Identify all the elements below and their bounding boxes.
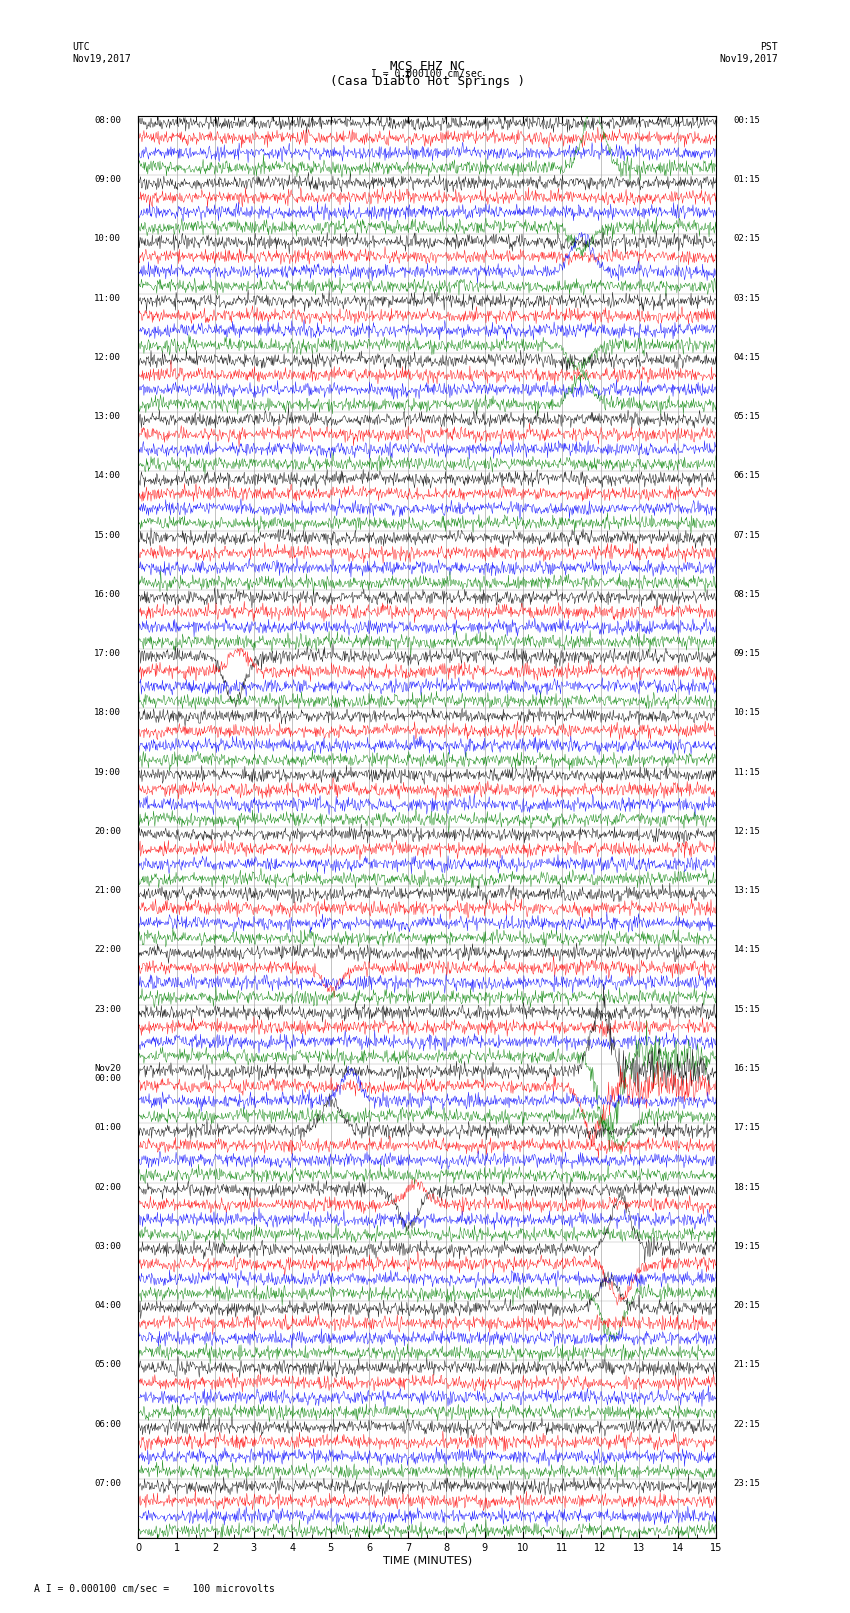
- Text: 19:00: 19:00: [94, 768, 121, 776]
- Text: 01:00: 01:00: [94, 1123, 121, 1132]
- Text: 21:00: 21:00: [94, 886, 121, 895]
- Text: 09:15: 09:15: [734, 648, 761, 658]
- Text: 21:15: 21:15: [734, 1360, 761, 1369]
- Text: 02:15: 02:15: [734, 234, 761, 244]
- Text: 17:15: 17:15: [734, 1123, 761, 1132]
- Text: 07:15: 07:15: [734, 531, 761, 540]
- Text: 18:00: 18:00: [94, 708, 121, 718]
- Text: 22:00: 22:00: [94, 945, 121, 955]
- Text: 04:15: 04:15: [734, 353, 761, 361]
- Text: 20:15: 20:15: [734, 1302, 761, 1310]
- Text: 04:00: 04:00: [94, 1302, 121, 1310]
- Text: UTC
Nov19,2017: UTC Nov19,2017: [72, 42, 131, 63]
- Text: 08:15: 08:15: [734, 590, 761, 598]
- Text: 14:15: 14:15: [734, 945, 761, 955]
- Text: 10:00: 10:00: [94, 234, 121, 244]
- Text: 18:15: 18:15: [734, 1182, 761, 1192]
- X-axis label: TIME (MINUTES): TIME (MINUTES): [382, 1557, 472, 1566]
- Text: PST
Nov19,2017: PST Nov19,2017: [719, 42, 778, 63]
- Text: 06:00: 06:00: [94, 1419, 121, 1429]
- Text: 10:15: 10:15: [734, 708, 761, 718]
- Text: 16:15: 16:15: [734, 1065, 761, 1073]
- Text: 12:00: 12:00: [94, 353, 121, 361]
- Text: 03:00: 03:00: [94, 1242, 121, 1250]
- Text: 01:15: 01:15: [734, 174, 761, 184]
- Text: 03:15: 03:15: [734, 294, 761, 303]
- Text: 13:15: 13:15: [734, 886, 761, 895]
- Text: 11:15: 11:15: [734, 768, 761, 776]
- Text: 15:15: 15:15: [734, 1005, 761, 1013]
- Text: 23:00: 23:00: [94, 1005, 121, 1013]
- Text: 07:00: 07:00: [94, 1479, 121, 1487]
- Text: 19:15: 19:15: [734, 1242, 761, 1250]
- Text: 00:15: 00:15: [734, 116, 761, 124]
- Title: MCS EHZ NC
(Casa Diablo Hot Springs ): MCS EHZ NC (Casa Diablo Hot Springs ): [330, 60, 524, 89]
- Text: A I = 0.000100 cm/sec =    100 microvolts: A I = 0.000100 cm/sec = 100 microvolts: [34, 1584, 275, 1594]
- Text: 23:15: 23:15: [734, 1479, 761, 1487]
- Text: 20:00: 20:00: [94, 827, 121, 836]
- Text: 17:00: 17:00: [94, 648, 121, 658]
- Text: 12:15: 12:15: [734, 827, 761, 836]
- Text: 06:15: 06:15: [734, 471, 761, 481]
- Text: 02:00: 02:00: [94, 1182, 121, 1192]
- Text: 08:00: 08:00: [94, 116, 121, 124]
- Text: 09:00: 09:00: [94, 174, 121, 184]
- Text: Nov20
00:00: Nov20 00:00: [94, 1065, 121, 1084]
- Text: 05:00: 05:00: [94, 1360, 121, 1369]
- Text: 22:15: 22:15: [734, 1419, 761, 1429]
- Text: 16:00: 16:00: [94, 590, 121, 598]
- Text: 13:00: 13:00: [94, 411, 121, 421]
- Text: 05:15: 05:15: [734, 411, 761, 421]
- Text: 14:00: 14:00: [94, 471, 121, 481]
- Text: 11:00: 11:00: [94, 294, 121, 303]
- Text: I = 0.000100 cm/sec: I = 0.000100 cm/sec: [371, 69, 483, 79]
- Text: 15:00: 15:00: [94, 531, 121, 540]
